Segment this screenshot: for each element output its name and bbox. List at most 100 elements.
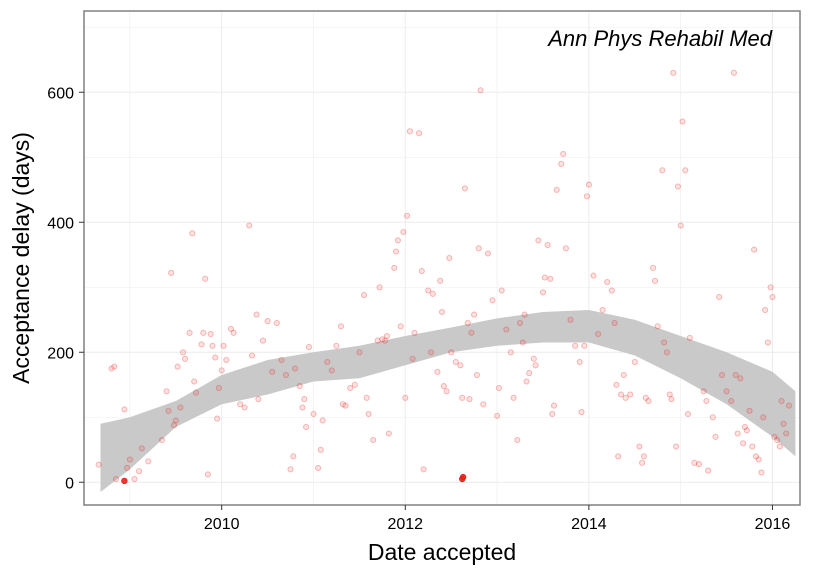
scatter-point bbox=[186, 329, 193, 336]
scatter-point bbox=[475, 245, 482, 252]
scatter-point bbox=[255, 396, 262, 403]
scatter-point bbox=[615, 453, 622, 460]
scatter-point bbox=[471, 311, 478, 318]
scatter-point bbox=[214, 415, 221, 422]
scatter-point bbox=[457, 362, 464, 369]
scatter-point bbox=[170, 422, 178, 429]
scatter-point bbox=[370, 436, 377, 444]
scatter-point bbox=[434, 368, 441, 375]
scatter-point bbox=[464, 319, 471, 327]
scatter-point bbox=[541, 274, 548, 281]
y-tick-label: 600 bbox=[47, 85, 74, 102]
scatter-point bbox=[108, 365, 115, 372]
scatter-point bbox=[241, 404, 248, 411]
scatter-point bbox=[385, 430, 392, 437]
scatter-point bbox=[158, 436, 166, 444]
scatter-point bbox=[560, 150, 567, 158]
scatter-point bbox=[204, 471, 211, 478]
x-tick-label: 2016 bbox=[755, 516, 791, 533]
scatter-point bbox=[760, 414, 767, 421]
scatter-point bbox=[163, 388, 170, 395]
scatter-point bbox=[718, 371, 726, 379]
scatter-point bbox=[446, 254, 453, 262]
scatter-point bbox=[356, 349, 363, 356]
scatter-point bbox=[507, 349, 514, 356]
scatter-point bbox=[530, 355, 537, 362]
scatter-point bbox=[174, 363, 181, 370]
scatter-point bbox=[333, 342, 340, 349]
x-tick-label: 2014 bbox=[571, 516, 607, 533]
scatter-point bbox=[391, 264, 398, 271]
scatter-point bbox=[461, 185, 468, 192]
scatter-point bbox=[220, 342, 227, 349]
scatter-point bbox=[418, 267, 425, 275]
smooth-band-layer bbox=[100, 310, 796, 492]
scatter-point bbox=[324, 358, 331, 366]
scatter-point bbox=[227, 325, 234, 332]
scatter-point bbox=[443, 388, 450, 395]
scatter-point bbox=[223, 356, 230, 364]
scatter-point bbox=[409, 355, 416, 362]
scatter-point bbox=[207, 330, 214, 338]
scatter-point bbox=[337, 323, 345, 330]
scatter-point bbox=[599, 306, 606, 314]
scatter-point bbox=[111, 363, 118, 370]
scatter-point bbox=[677, 222, 684, 229]
scatter-point bbox=[682, 167, 689, 174]
scatter-point bbox=[296, 383, 303, 390]
scatter-point bbox=[282, 371, 289, 379]
scatter-point bbox=[526, 370, 533, 377]
scatter-point bbox=[636, 443, 643, 450]
scatter-point bbox=[189, 230, 196, 237]
scatter-point bbox=[581, 342, 588, 349]
scatter-point bbox=[780, 420, 787, 427]
scatter-point bbox=[751, 246, 758, 253]
scatter-point bbox=[752, 453, 759, 460]
plot-panel bbox=[84, 11, 800, 505]
scatter-point bbox=[287, 466, 294, 473]
scatter-point bbox=[136, 468, 143, 475]
scatter-point bbox=[121, 406, 128, 413]
scatter-point bbox=[253, 311, 260, 318]
scatter-point bbox=[547, 275, 554, 282]
scatter-point bbox=[703, 397, 710, 405]
scatter-point bbox=[347, 384, 354, 392]
scatter-point bbox=[437, 277, 444, 284]
scatter-point bbox=[484, 250, 491, 257]
scatter-point bbox=[523, 378, 530, 385]
scatter-point bbox=[425, 287, 432, 294]
scatter-point bbox=[498, 287, 505, 294]
plot-border bbox=[83, 10, 801, 506]
scatter-point bbox=[317, 446, 324, 453]
scatter-point bbox=[292, 365, 299, 372]
scatter-point bbox=[550, 402, 558, 409]
scatter-point bbox=[315, 464, 322, 471]
scatter-point bbox=[532, 362, 539, 369]
scatter-point bbox=[339, 401, 346, 408]
scatter-point bbox=[180, 349, 187, 356]
scatter-point bbox=[202, 275, 209, 282]
scatter-point bbox=[679, 118, 686, 125]
scatter-point bbox=[259, 337, 267, 344]
scatter-point bbox=[767, 284, 774, 291]
scatter-point bbox=[549, 410, 556, 418]
scatter-point bbox=[95, 461, 102, 468]
highlighted-point bbox=[121, 477, 128, 485]
scatter-point bbox=[342, 402, 349, 409]
scatter-point bbox=[113, 475, 120, 483]
scatter-point bbox=[278, 356, 285, 364]
scatter-point bbox=[397, 323, 404, 330]
highlighted-point bbox=[459, 473, 467, 481]
scatter-point bbox=[394, 237, 401, 244]
scatter-point bbox=[303, 423, 310, 431]
highlighted-points bbox=[121, 473, 467, 485]
scatter-point bbox=[776, 443, 783, 450]
scatter-point bbox=[192, 389, 200, 396]
scatter-point bbox=[691, 459, 698, 466]
scatter-point bbox=[290, 453, 297, 460]
confidence-band bbox=[100, 310, 796, 492]
scatter-point bbox=[604, 278, 611, 286]
scatter-point bbox=[622, 394, 629, 401]
scatter-point bbox=[131, 475, 138, 483]
